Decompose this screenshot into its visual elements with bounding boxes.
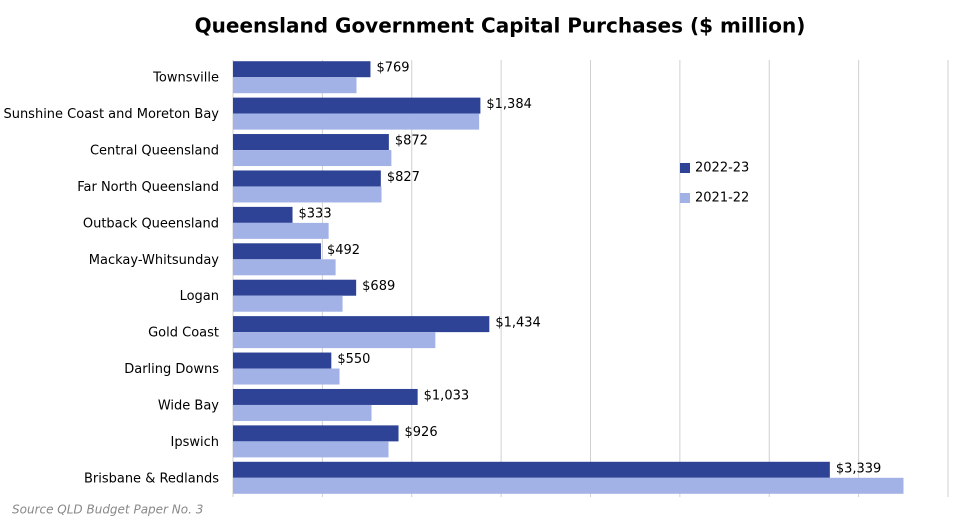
bar [233,186,382,203]
bar [233,222,329,239]
bar [233,461,830,478]
chart-title: Queensland Government Capital Purchases … [195,14,806,38]
y-tick-label: Far North Queensland [77,180,219,195]
bar [233,77,357,94]
legend-label: 2021-22 [695,191,749,206]
y-tick-label: Brisbane & Redlands [84,471,219,486]
y-tick-label: Central Queensland [90,144,219,159]
legend-label: 2022-23 [695,161,749,176]
y-tick-label: Darling Downs [124,362,219,377]
bar [233,295,343,312]
bar [233,368,340,385]
legend-swatch [680,163,690,173]
bar [233,206,293,223]
y-tick-label: Mackay-Whitsunday [89,253,219,268]
bar [233,352,332,369]
y-tick-label: Outback Queensland [83,216,219,231]
bar [233,259,336,276]
data-label: $1,384 [486,97,532,112]
legend-swatch [680,193,690,203]
data-label: $926 [405,425,438,440]
bar [233,170,381,187]
bar [233,477,904,494]
bar [233,388,418,405]
data-label: $3,339 [836,461,882,476]
bar [233,279,357,296]
y-tick-label: Logan [180,289,219,304]
data-label: $769 [376,61,409,76]
data-label: $872 [395,134,428,149]
y-tick-label: Ipswich [171,435,220,450]
bar [233,243,321,260]
bar [233,150,392,167]
y-tick-label: Sunshine Coast and Moreton Bay [3,107,219,122]
y-tick-label: Wide Bay [158,398,219,413]
bar [233,113,480,130]
bar [233,97,481,114]
bar [233,134,389,151]
data-label: $333 [299,206,332,221]
y-tick-label: Townsville [152,71,219,86]
bar [233,316,490,333]
data-label: $1,434 [495,316,541,331]
data-label: $689 [362,279,395,294]
data-label: $1,033 [424,388,470,403]
y-tick-label: Gold Coast [148,326,219,341]
bar [233,441,389,458]
source-note: Source QLD Budget Paper No. 3 [12,503,203,517]
bar [233,425,399,442]
bar [233,332,436,349]
data-label: $827 [387,170,420,185]
data-label: $492 [327,243,360,258]
bar [233,61,371,78]
data-label: $550 [337,352,370,367]
bar [233,404,372,421]
